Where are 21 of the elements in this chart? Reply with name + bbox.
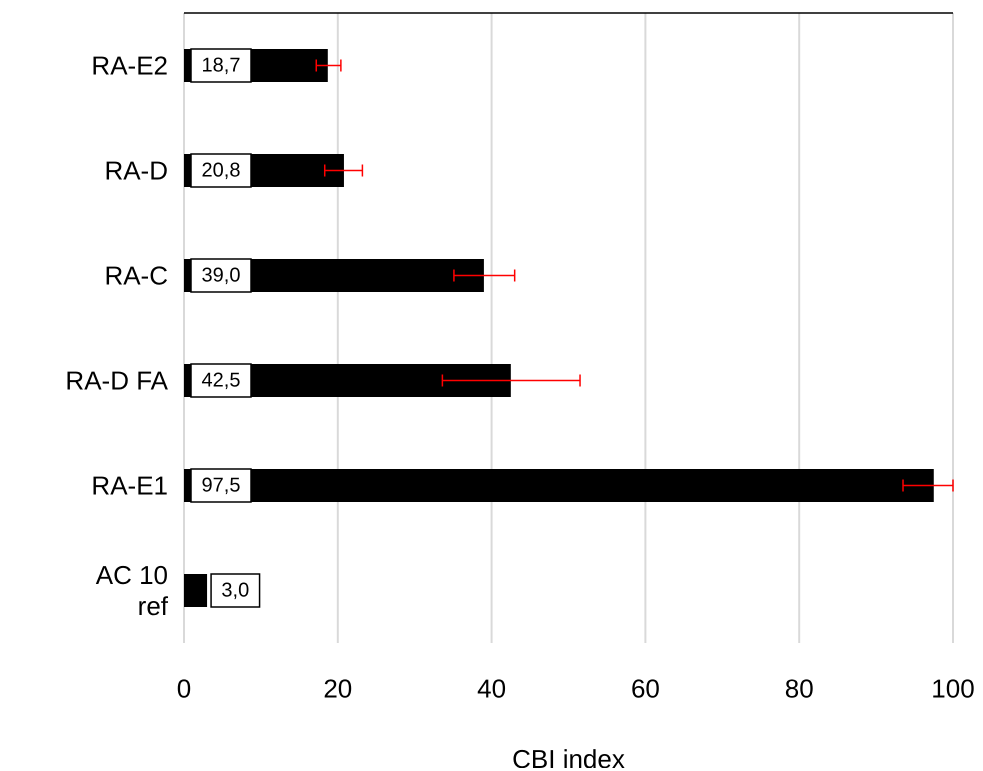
y-tick-label: AC 10 ref	[96, 560, 169, 621]
y-tick-label: RA-D FA	[65, 366, 169, 396]
data-label: 20,8	[202, 160, 240, 182]
x-axis-title: CBI index	[512, 744, 625, 771]
data-label: 42,5	[202, 370, 240, 392]
data-label: 39,0	[202, 264, 240, 286]
x-tick-label: 60	[630, 673, 660, 704]
x-tick-label: 80	[784, 673, 814, 704]
y-tick-label: RA-D	[104, 156, 168, 186]
x-tick-label: 40	[477, 673, 506, 704]
bar	[184, 469, 934, 502]
data-label: 3,0	[221, 580, 250, 602]
bar	[184, 574, 208, 607]
y-tick-label: RA-E1	[91, 470, 168, 500]
y-tick-label: RA-C	[104, 260, 168, 290]
data-label: 97,5	[202, 474, 240, 496]
y-tick-label: RA-E2	[91, 50, 168, 80]
x-tick-label: 20	[323, 673, 352, 704]
data-label: 18,7	[202, 54, 240, 76]
x-tick-label: 100	[931, 673, 975, 704]
x-tick-label: 0	[176, 673, 192, 704]
